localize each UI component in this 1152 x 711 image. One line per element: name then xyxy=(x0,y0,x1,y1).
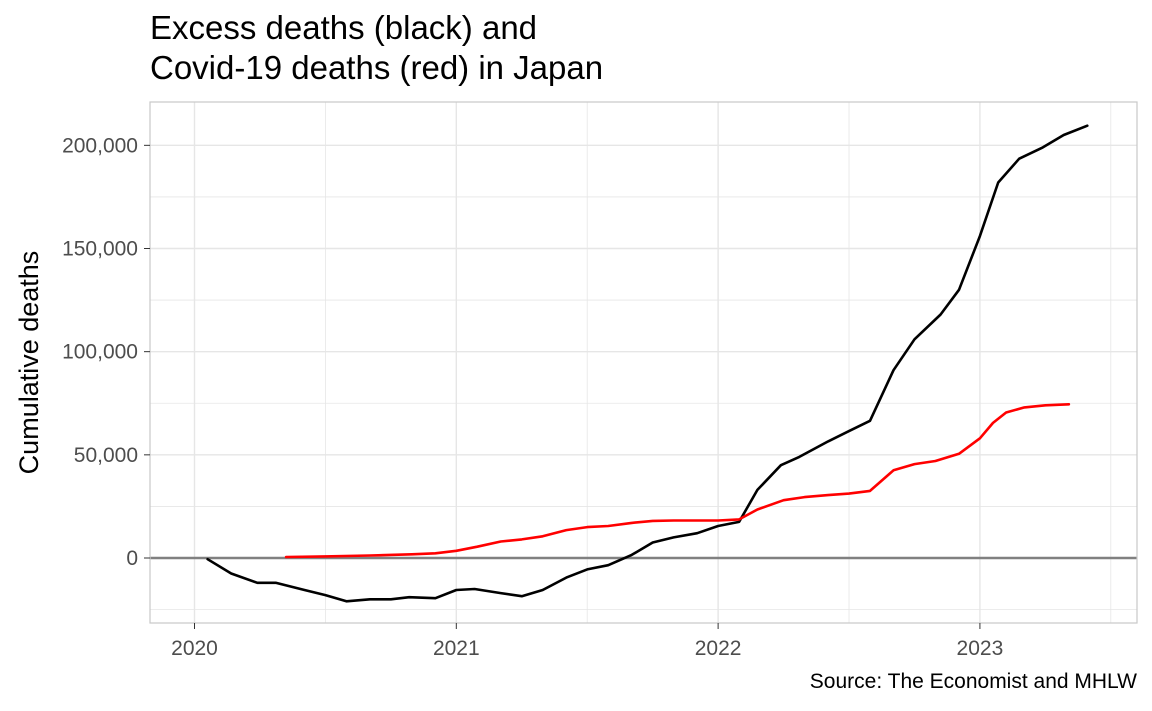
major-grid xyxy=(150,102,1137,623)
chart-title: Excess deaths (black) and Covid-19 death… xyxy=(150,8,603,88)
covid-deaths-line xyxy=(284,402,1071,559)
x-tick-label: 2022 xyxy=(695,637,742,660)
excess-deaths-line xyxy=(206,124,1089,603)
y-axis-ticks: 0 50,000 100,000 150,000 200,000 xyxy=(62,134,150,570)
chart-title-line-2: Covid-19 deaths (red) in Japan xyxy=(150,49,604,86)
y-axis-title: Cumulative deaths xyxy=(14,251,44,475)
y-tick-label: 100,000 xyxy=(62,341,138,364)
minor-grid xyxy=(150,102,1137,623)
x-tick-label: 2021 xyxy=(433,637,480,660)
y-tick-label: 0 xyxy=(126,547,138,570)
series-layer xyxy=(206,124,1089,603)
source-caption: Source: The Economist and MHLW xyxy=(809,670,1137,693)
y-tick-label: 50,000 xyxy=(74,444,138,467)
x-tick-label: 2020 xyxy=(171,637,218,660)
x-axis-ticks: 2020 2021 2022 2023 xyxy=(171,623,1003,660)
chart-title-line-1: Excess deaths (black) and xyxy=(150,9,538,46)
y-tick-label: 200,000 xyxy=(62,134,138,157)
x-tick-label: 2023 xyxy=(957,637,1004,660)
y-tick-label: 150,000 xyxy=(62,237,138,260)
panel-border xyxy=(149,101,1138,624)
